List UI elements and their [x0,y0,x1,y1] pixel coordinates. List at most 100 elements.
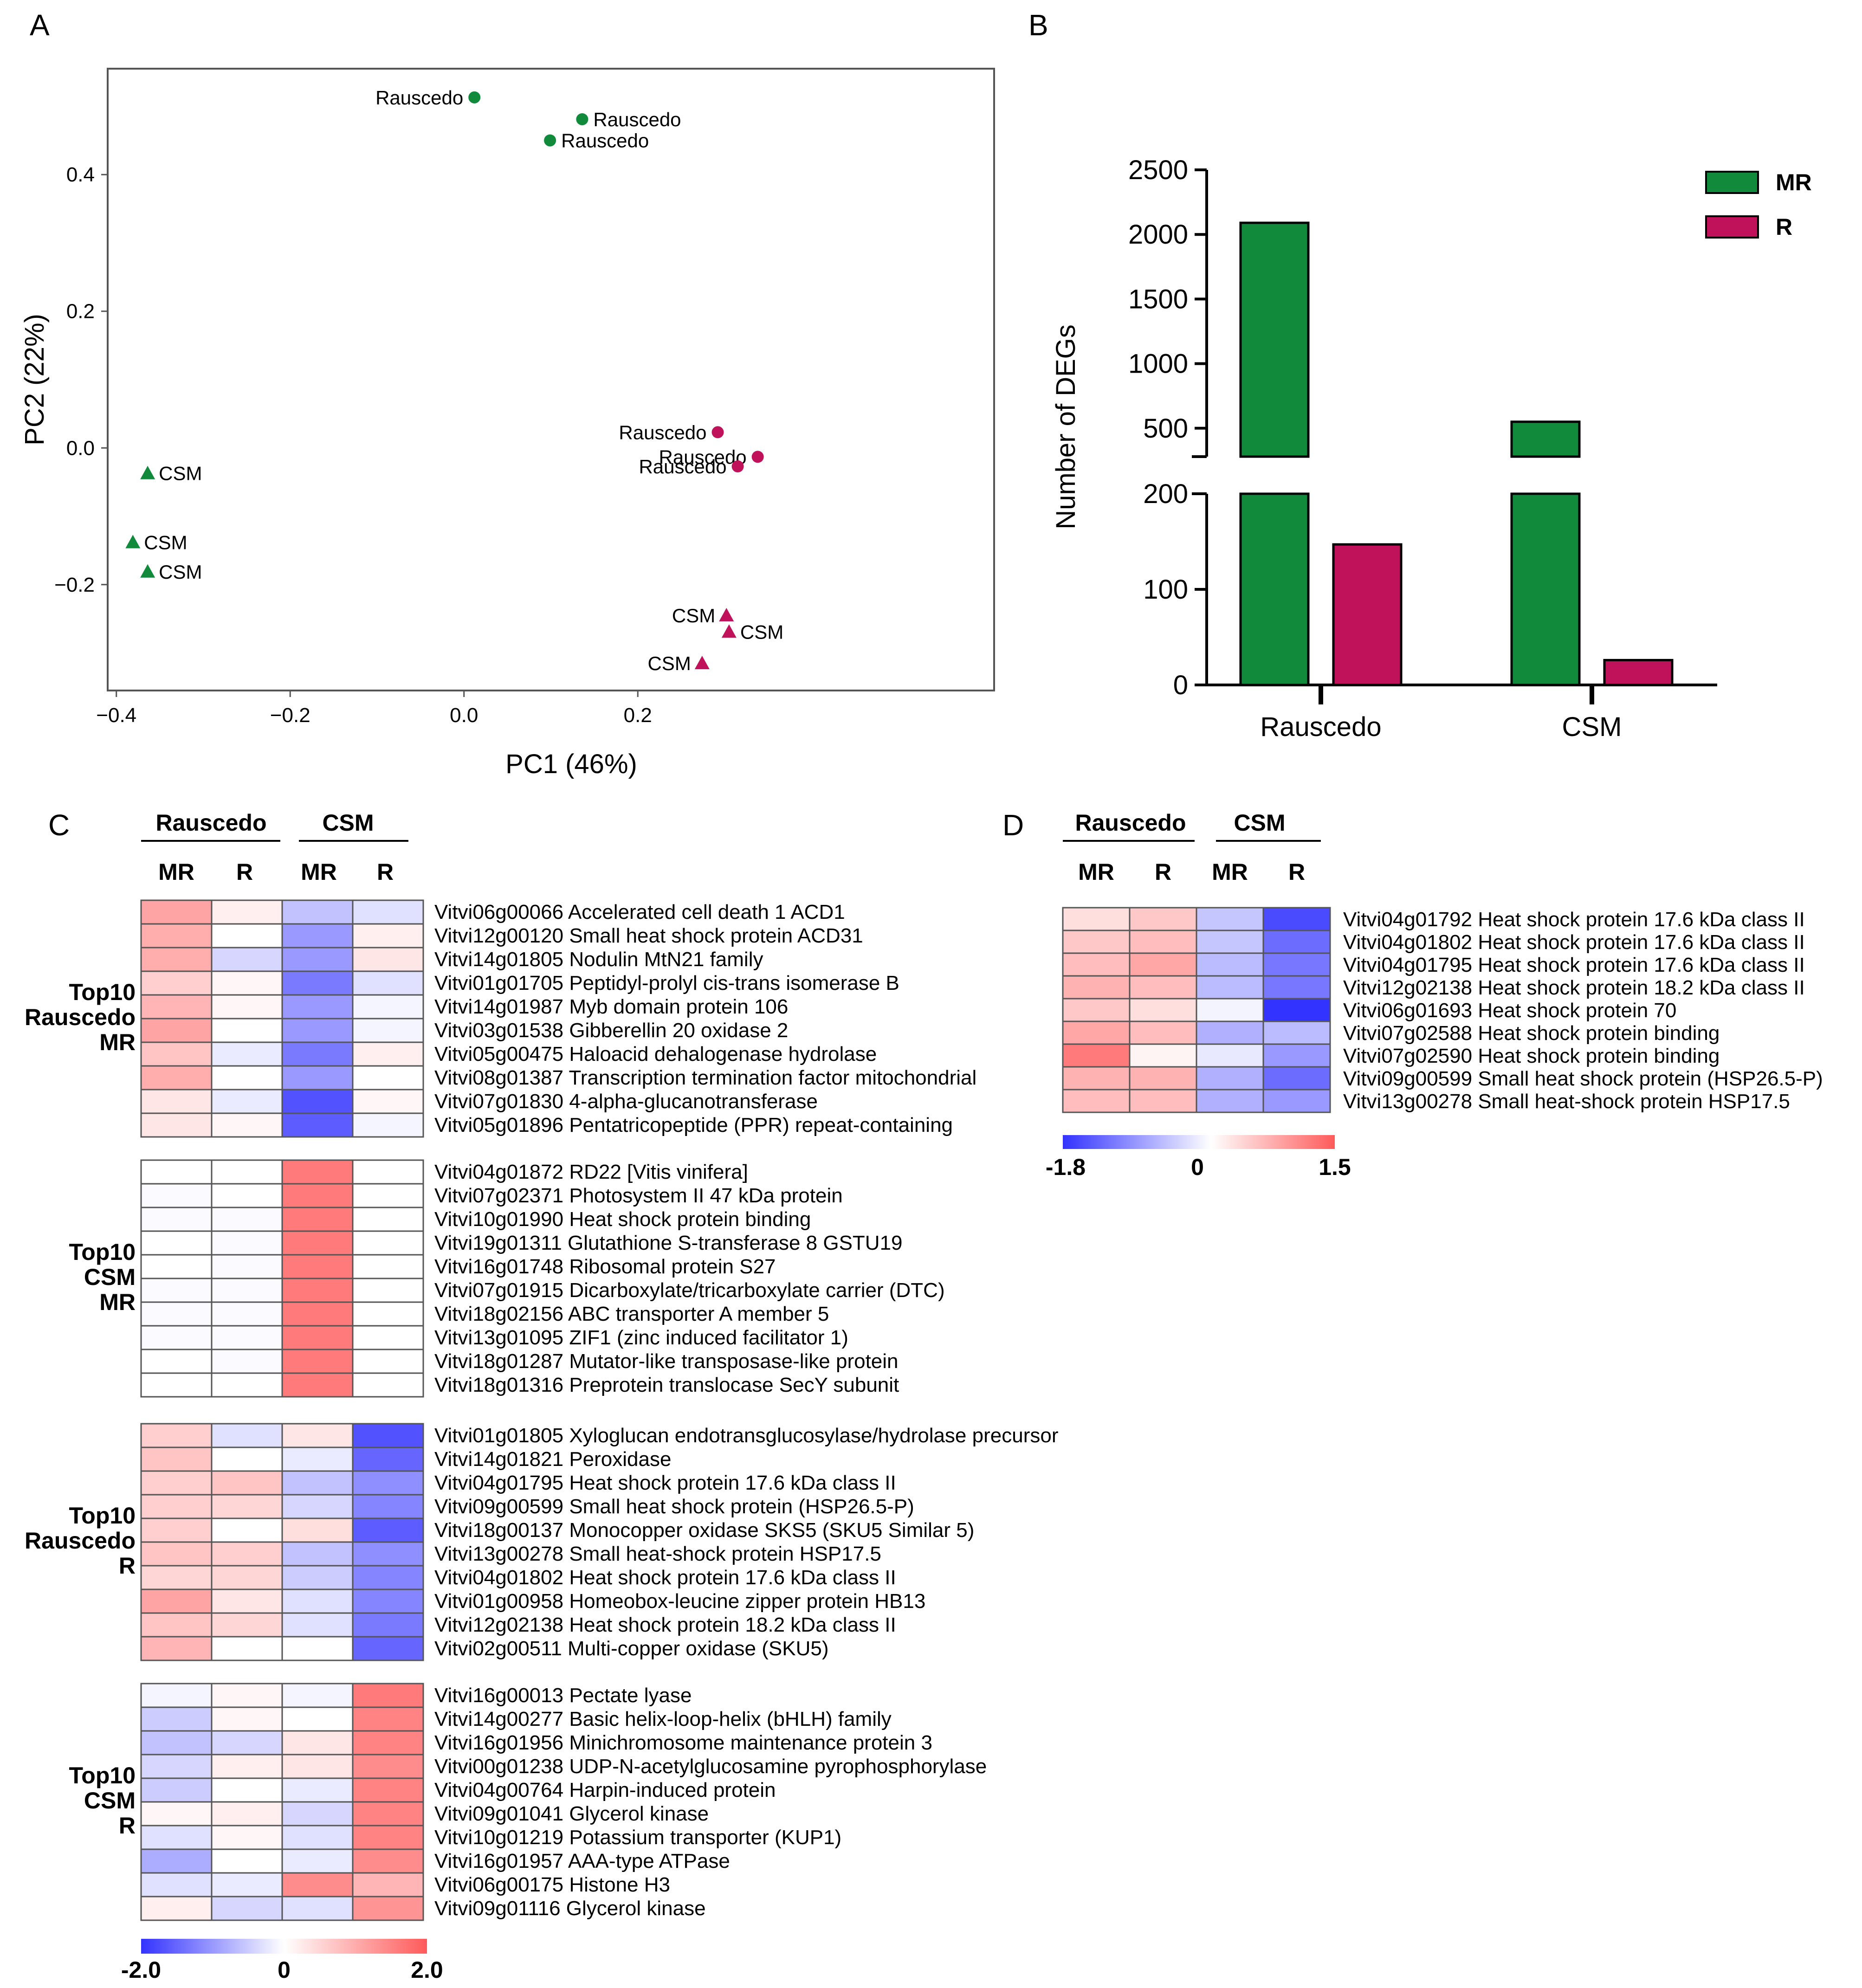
heatmap-c-gene-label: Vitvi00g01238 UDP-N-acetylglucosamine py… [434,1755,987,1778]
pca-x-tick-label: −0.4 [96,704,136,727]
pca-point-triangle [140,564,155,578]
heatmap-c-cell [352,1018,424,1043]
heatmap-d-cell [1262,1043,1331,1068]
heatmap-c-gene-label: Vitvi09g01041 Glycerol kinase [434,1802,709,1825]
heatmap-c-cell [140,1517,213,1543]
deg-legend: MR R [1705,169,1812,240]
deg-y-tick-label: 100 [1143,574,1188,605]
heatmap-d-cells: Vitvi04g01792 Heat shock protein 17.6 kD… [1062,907,1823,1113]
heatmap-c-gene-label: Vitvi19g01311 Glutathione S-transferase … [434,1232,903,1254]
heatmap-c-gene-label: Vitvi04g01802 Heat shock protein 17.6 kD… [434,1566,896,1589]
deg-bar-mr-upper [1239,221,1310,458]
heatmap-d-cell [1262,1089,1331,1113]
pca-point-label: Rauscedo [639,456,726,478]
heatmap-c-cell [352,1041,424,1067]
heatmap-c-gene-label: Vitvi16g01957 AAA-type ATPase [434,1850,730,1872]
pca-y-tick-label: 0.4 [66,163,95,186]
heatmap-c-gene-label: Vitvi01g01705 Peptidyl-prolyl cis-trans … [434,972,899,994]
heatmap-d-cell [1062,1089,1131,1113]
heatmap-c-cell [140,1777,213,1803]
pca-point-circle [576,113,588,125]
heatmap-c-cell [211,1636,283,1661]
heatmap-c-cell [281,1325,354,1350]
heatmap-c-gene-label: Vitvi13g01095 ZIF1 (zinc induced facilit… [434,1326,848,1349]
pca-point-triangle [719,608,734,622]
heatmap-c-cell [352,1517,424,1543]
heatmap-d-gene-label: Vitvi06g01693 Heat shock protein 70 [1343,999,1676,1022]
pca-y-tick-label: −0.2 [54,574,95,596]
heatmap-c-cell [211,1848,283,1874]
heatmap-c-cell [211,1565,283,1590]
heatmap-d-cell [1196,1020,1264,1045]
pca-x-tick-label: 0.0 [450,704,478,727]
heatmap-d-gene-label: Vitvi13g00278 Small heat-shock protein H… [1343,1090,1790,1113]
deg-x-tick-label: CSM [1562,712,1622,742]
heatmap-c-cell [140,1565,213,1590]
heatmap-c-cell [211,1278,283,1303]
heatmap-c-cell [211,899,283,925]
heatmap-c-cell [211,1754,283,1779]
heatmap-c-scale-min: -2.0 [121,1957,161,1983]
heatmap-d-cell [1262,975,1331,1000]
deg-x-tick-label: Rauscedo [1260,712,1381,742]
heatmap-d-cell [1062,952,1131,977]
heatmap-c-cell [281,1041,354,1067]
heatmap-c-cell [211,1183,283,1208]
pca-point-label: CSM [159,561,202,583]
heatmap-d-cell [1129,1020,1197,1045]
heatmap-c-cell [140,1801,213,1827]
pca-point-triangle [125,535,141,549]
heatmap-c-cell [140,1494,213,1519]
pca-points: RauscedoRauscedoRauscedoCSMCSMCSMRausced… [125,87,783,674]
deg-y-axis-title: Number of DEGs [1051,324,1081,529]
heatmap-d-cell [1262,907,1331,931]
heatmap-c-cell [211,1159,283,1185]
heatmap-c-cell [281,994,354,1020]
heatmap-c-cell [352,1112,424,1138]
heatmap-c-cell [352,899,424,925]
heatmap-c-cell [281,1089,354,1114]
heatmap-d-cell [1262,1066,1331,1091]
heatmap-c-gene-label: Vitvi12g00120 Small heat shock protein A… [434,924,863,947]
pca-point-label: CSM [740,621,783,643]
heatmap-d-scale-max: 1.5 [1319,1154,1351,1180]
heatmap-c-cell [281,1207,354,1232]
pca-point-circle [731,460,744,473]
heatmap-d-cell [1129,929,1197,954]
deg-y-tick-label: 2000 [1128,219,1188,250]
heatmap-c-cell [281,1470,354,1496]
heatmap-c-gene-label: Vitvi18g02156 ABC transporter A member 5 [434,1303,829,1325]
heatmap-c-cell [211,1089,283,1114]
heatmap-c-scale-mid: 0 [278,1957,291,1983]
heatmap-c-cell [140,994,213,1020]
legend-label-mr: MR [1776,169,1812,195]
heatmap-d-cell [1062,1066,1131,1091]
deg-y-tick-label: 500 [1143,413,1188,444]
heatmap-c-block-label: CSM [84,1788,136,1814]
heatmap-c-cell [211,1825,283,1850]
heatmap-c-gene-label: Vitvi07g01915 Dicarboxylate/tricarboxyla… [434,1279,945,1302]
heatmap-c-cell [211,1230,283,1256]
heatmap-c-cell [352,1278,424,1303]
heatmap-c-cell [140,947,213,972]
heatmap-c-cell [352,1301,424,1327]
heatmap-c-gene-label: Vitvi10g01990 Heat shock protein binding [434,1208,811,1231]
heatmap-d-scale-min: -1.8 [1046,1154,1086,1180]
heatmap-c-cell [281,1349,354,1374]
heatmap-c-gene-label: Vitvi01g00958 Homeobox-leucine zipper pr… [434,1590,925,1613]
heatmap-c-cell [140,1636,213,1661]
pca-x-tick-label: −0.2 [270,704,310,727]
deg-y-tick-label: 1500 [1128,284,1188,314]
heatmap-d-cell [1129,1066,1197,1091]
pca-x-axis-title: PC1 (46%) [505,749,637,779]
heatmap-c-cell [140,1112,213,1138]
heatmap-c-cell [281,1254,354,1279]
heatmap-c-cell [140,1896,213,1921]
heatmap-d-scale-mid: 0 [1191,1154,1204,1180]
heatmap-c-cell [352,1349,424,1374]
heatmap-c-cell [352,1825,424,1850]
heatmap-c-scale-max: 2.0 [411,1957,443,1983]
heatmap-c-cell [281,1872,354,1898]
heatmap-c-gene-label: Vitvi06g00066 Accelerated cell death 1 A… [434,901,845,923]
pca-point-label: Rauscedo [619,421,706,443]
